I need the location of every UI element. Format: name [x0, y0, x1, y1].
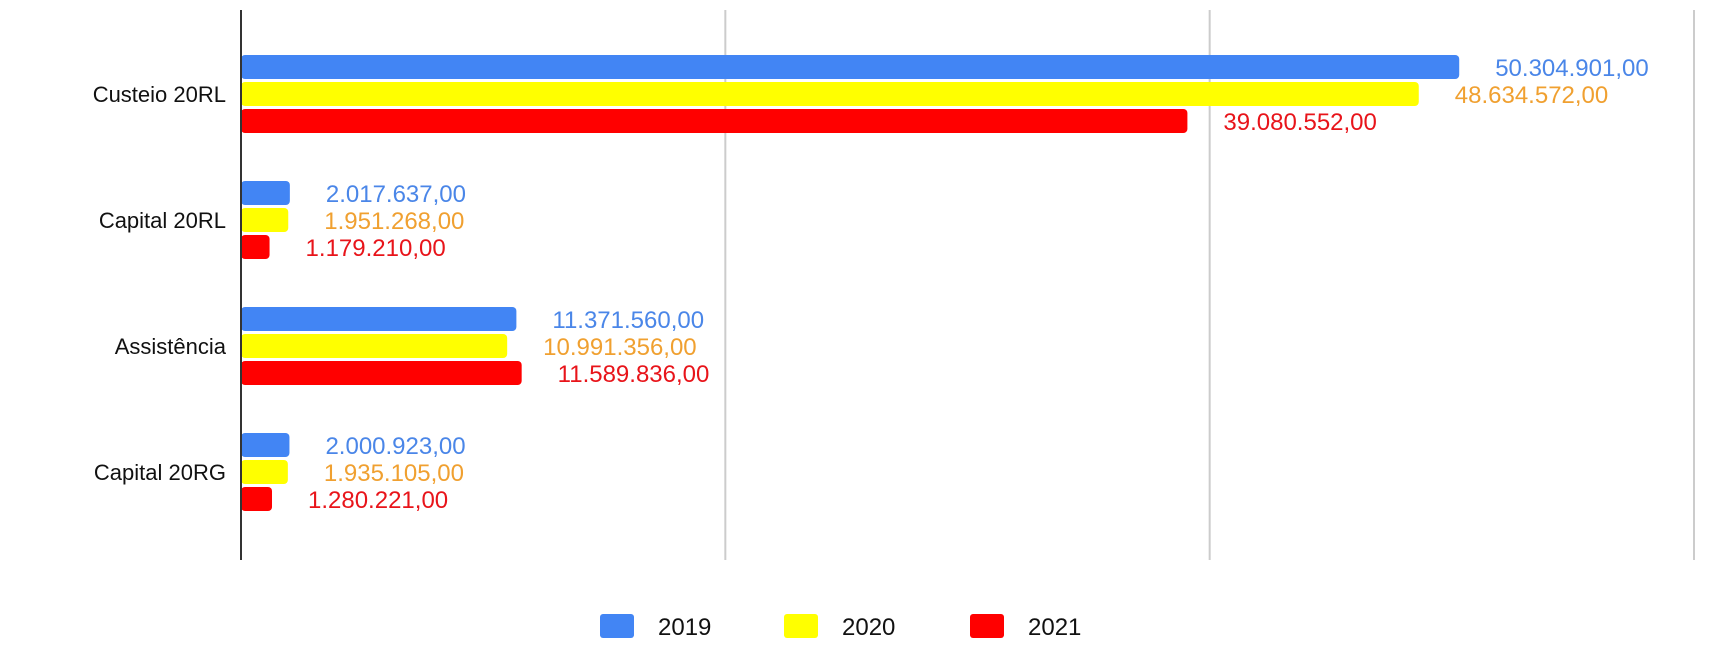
category-labels: Custeio 20RL Capital 20RL Assistência Capit… [93, 82, 227, 485]
data-label: 11.371.560,00 [552, 307, 704, 334]
category-label: Custeio 20RL [93, 82, 226, 107]
data-label: 50.304.901,00 [1495, 55, 1648, 82]
bar-2019 [241, 433, 290, 457]
legend-label: 2021 [1028, 614, 1081, 641]
legend-label: 2020 [842, 614, 895, 641]
bar-2019 [241, 181, 290, 205]
data-label: 1.951.268,00 [324, 208, 464, 235]
legend-swatch [600, 614, 634, 638]
bar-2021 [241, 235, 270, 259]
bar-2021 [241, 109, 1188, 133]
data-label: 10.991.356,00 [543, 334, 696, 361]
bar-2019 [241, 55, 1460, 79]
bar-2020 [241, 82, 1419, 106]
data-label: 2.000.923,00 [325, 433, 465, 460]
data-label: 39.080.552,00 [1223, 109, 1376, 136]
bar-2021 [241, 361, 522, 385]
data-label: 1.179.210,00 [306, 235, 446, 262]
bar-2019 [241, 307, 517, 331]
bar-2020 [241, 208, 289, 232]
data-label: 48.634.572,00 [1455, 82, 1608, 109]
legend-label: 2019 [658, 614, 711, 641]
category-label: Capital 20RG [94, 460, 226, 485]
category-label: Assistência [115, 334, 227, 359]
legend-swatch [784, 614, 818, 638]
data-label: 1.280.221,00 [308, 487, 448, 514]
bar-2020 [241, 334, 508, 358]
legend: 2019 2020 2021 [600, 614, 1081, 641]
bar-2020 [241, 460, 288, 484]
bar-2021 [241, 487, 273, 511]
bars [241, 55, 1460, 511]
data-label: 1.935.105,00 [324, 460, 464, 487]
category-label: Capital 20RL [99, 208, 226, 233]
data-label: 2.017.637,00 [326, 181, 466, 208]
legend-swatch [970, 614, 1004, 638]
data-label: 11.589.836,00 [558, 361, 710, 388]
